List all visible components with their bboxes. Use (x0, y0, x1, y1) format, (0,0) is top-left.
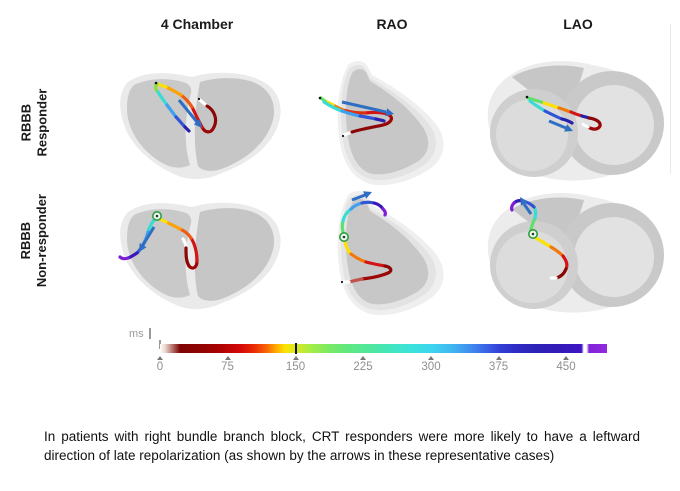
colorbar-tick-marker (224, 356, 231, 360)
heart-panel-nonresponder-4chamber (118, 202, 281, 310)
colorbar-axis-tick (149, 328, 151, 339)
heart-panel-nonresponder-rao (337, 191, 444, 316)
colorbar-tick-label: 150 (285, 361, 306, 373)
colorbar-tick-marker (157, 356, 163, 360)
trajectory-endpoint-dot (525, 95, 529, 99)
direction-arrow-icon (520, 197, 533, 215)
colorbar-zero-tick (159, 340, 161, 349)
colorbar-gradient (160, 344, 607, 353)
direction-arrow-icon (139, 226, 156, 252)
start-marker-icon (151, 210, 162, 221)
row-label-responder-line2: Responder (34, 88, 49, 157)
heart-chamber (496, 231, 568, 303)
heart-chamber (194, 78, 275, 171)
repolarization-trajectory (154, 82, 218, 134)
direction-arrow-icon (548, 119, 573, 132)
column-header-lao: LAO (563, 16, 593, 32)
heart-panel-responder-rao (318, 61, 444, 186)
repolarization-trajectory (526, 96, 602, 131)
frame-rule (670, 24, 671, 174)
start-marker-icon (338, 231, 349, 242)
repolarization-trajectory (340, 200, 393, 284)
column-header-rao: RAO (376, 16, 408, 32)
heart-panel-nonresponder-lao (487, 193, 664, 313)
heart-chamber (496, 99, 568, 171)
colorbar-tick-label: 375 (488, 361, 509, 373)
trajectory-endpoint-dot (340, 280, 344, 284)
trajectory-endpoint-dot (318, 96, 322, 100)
heart-chamber (574, 85, 654, 165)
start-marker-icon (527, 228, 538, 239)
heart-chamber (345, 68, 429, 175)
heart-chamber (127, 209, 192, 298)
heart-chamber (574, 217, 654, 297)
repolarization-trajectory (510, 199, 569, 280)
colorbar-tick-label: 450 (556, 361, 576, 373)
figure-caption: In patients with right bundle branch blo… (44, 429, 640, 464)
colorbar-tick-label: 225 (353, 361, 373, 373)
trajectory-endpoint-dot (341, 134, 345, 138)
direction-arrow-icon (177, 99, 202, 128)
colorbar-tick-marker (292, 356, 299, 360)
row-label-non-responder: RBBB Non-responder (2, 178, 66, 303)
row-label-non-responder-line2: Non-responder (34, 193, 50, 288)
trajectory-endpoint-dot (197, 97, 201, 101)
colorbar-tick-label: 0 (156, 361, 164, 373)
trajectory-endpoint-dot (154, 81, 158, 85)
row-label-responder: RBBB Responder (2, 60, 66, 185)
trajectory-endpoint-dot (581, 122, 585, 126)
heart-panel-responder-4chamber (120, 72, 281, 180)
colorbar-tick-marker (495, 356, 502, 360)
colorbar-150ms-tick (295, 343, 297, 354)
repolarization-trajectory (118, 216, 199, 270)
colorbar-tick-label: 300 (421, 361, 441, 373)
colorbar-tick-label: 75 (221, 361, 234, 373)
colorbar-unit-label: ms (129, 328, 144, 340)
row-label-responder-line1: RBBB (18, 103, 34, 142)
direction-arrow-icon (341, 100, 394, 117)
colorbar-tick-marker (428, 356, 434, 360)
heart-chamber (127, 79, 192, 168)
heart-panel-responder-lao (487, 61, 664, 181)
trajectory-endpoint-dot (549, 276, 553, 280)
row-label-non-responder-line1: RBBB (18, 221, 34, 260)
heart-chamber (194, 208, 275, 301)
colorbar-tick-marker (563, 356, 569, 360)
column-header-4chamber: 4 Chamber (160, 16, 234, 32)
direction-arrow-icon (351, 191, 372, 202)
colorbar-tick-marker (360, 356, 366, 360)
